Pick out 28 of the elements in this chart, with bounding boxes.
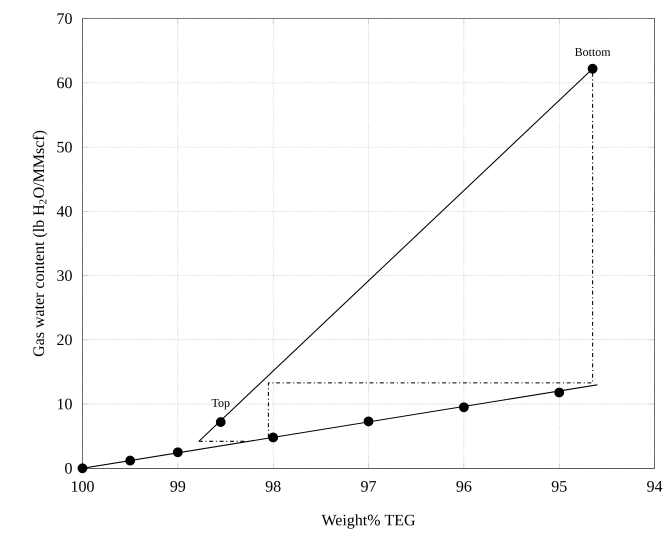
point <box>588 64 598 74</box>
annotation: Bottom <box>574 48 610 56</box>
point <box>172 447 183 457</box>
point <box>554 387 564 398</box>
x-tick-label: 97 <box>361 480 376 492</box>
y-tick-label: 10 <box>58 398 72 410</box>
x-tick-label: 99 <box>170 480 186 492</box>
point <box>78 463 88 474</box>
y-tick-label: 70 <box>58 13 72 24</box>
y-tick-label: 20 <box>57 334 72 345</box>
y-axis-title: Gas water content (lb H$_{2}$O/MMscf) <box>32 130 48 356</box>
x-tick-label: 98 <box>266 480 281 492</box>
point <box>125 455 136 466</box>
y-tick-label: 60 <box>57 77 72 88</box>
point <box>268 432 278 442</box>
x-tick-label: 100 <box>72 480 94 492</box>
x-tick-label: 94 <box>647 480 662 492</box>
x-tick-label: 96 <box>456 480 472 492</box>
point <box>216 416 226 427</box>
point <box>458 402 469 412</box>
y-tick-label: 50 <box>57 141 72 152</box>
y-tick-label: 40 <box>56 206 72 216</box>
point <box>364 416 374 426</box>
x-tick-label: 95 <box>552 480 567 492</box>
x-axis-title: Weight% TEG <box>322 514 416 529</box>
annotation: Top <box>212 398 230 410</box>
y-tick-label: 30 <box>57 270 72 281</box>
y-tick-label: 0 <box>65 462 72 474</box>
